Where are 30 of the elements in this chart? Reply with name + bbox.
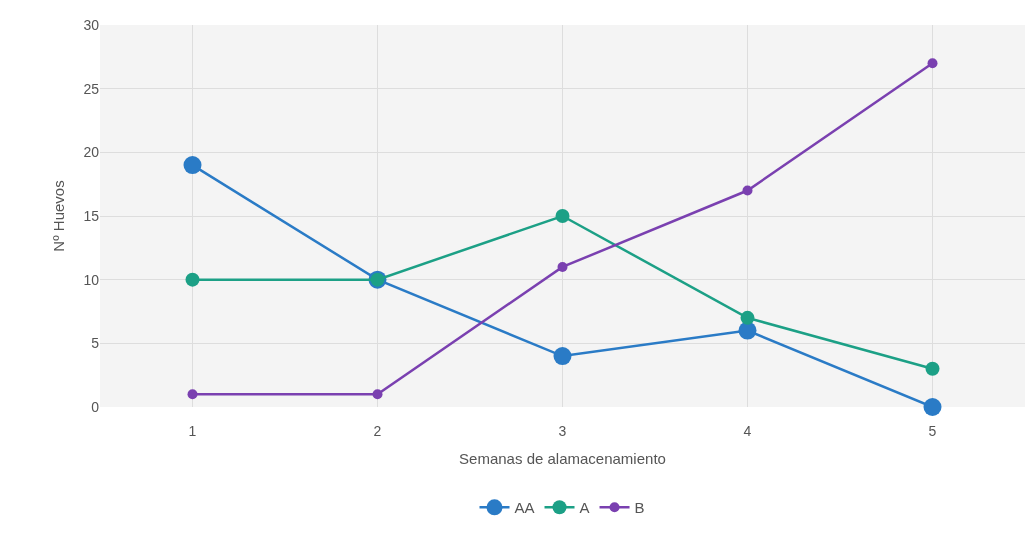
- x-tick-label: 5: [928, 423, 937, 439]
- point: [738, 321, 757, 340]
- x-tick-label: 2: [373, 423, 382, 439]
- y-tick-label: 10: [83, 271, 100, 288]
- point: [183, 156, 202, 175]
- point: [553, 347, 572, 366]
- x-tick-label: 1: [188, 423, 197, 439]
- x-tick-label: 4: [743, 423, 752, 439]
- y-tick-label: 15: [83, 207, 100, 224]
- y-tick-label: 30: [83, 16, 100, 33]
- y-tick-label: 5: [91, 335, 100, 352]
- y-tick-label: 0: [91, 398, 100, 415]
- legend-label: A: [579, 499, 590, 517]
- point: [187, 389, 198, 400]
- point: [925, 361, 940, 376]
- point: [740, 310, 755, 325]
- y-axis-title: Nº Huevos: [49, 180, 67, 252]
- point: [555, 209, 570, 223]
- legend-label: AA: [514, 499, 535, 517]
- point: [742, 185, 753, 196]
- x-tick-label: 3: [558, 423, 567, 439]
- point: [923, 398, 942, 416]
- y-tick-label: 20: [83, 144, 100, 161]
- point: [557, 261, 568, 272]
- legend-label: B: [634, 499, 645, 517]
- point: [185, 272, 200, 287]
- point: [372, 389, 383, 400]
- x-axis-title: Semanas de alamacenamiento: [459, 450, 666, 467]
- y-tick-label: 25: [83, 80, 100, 97]
- point: [927, 58, 938, 69]
